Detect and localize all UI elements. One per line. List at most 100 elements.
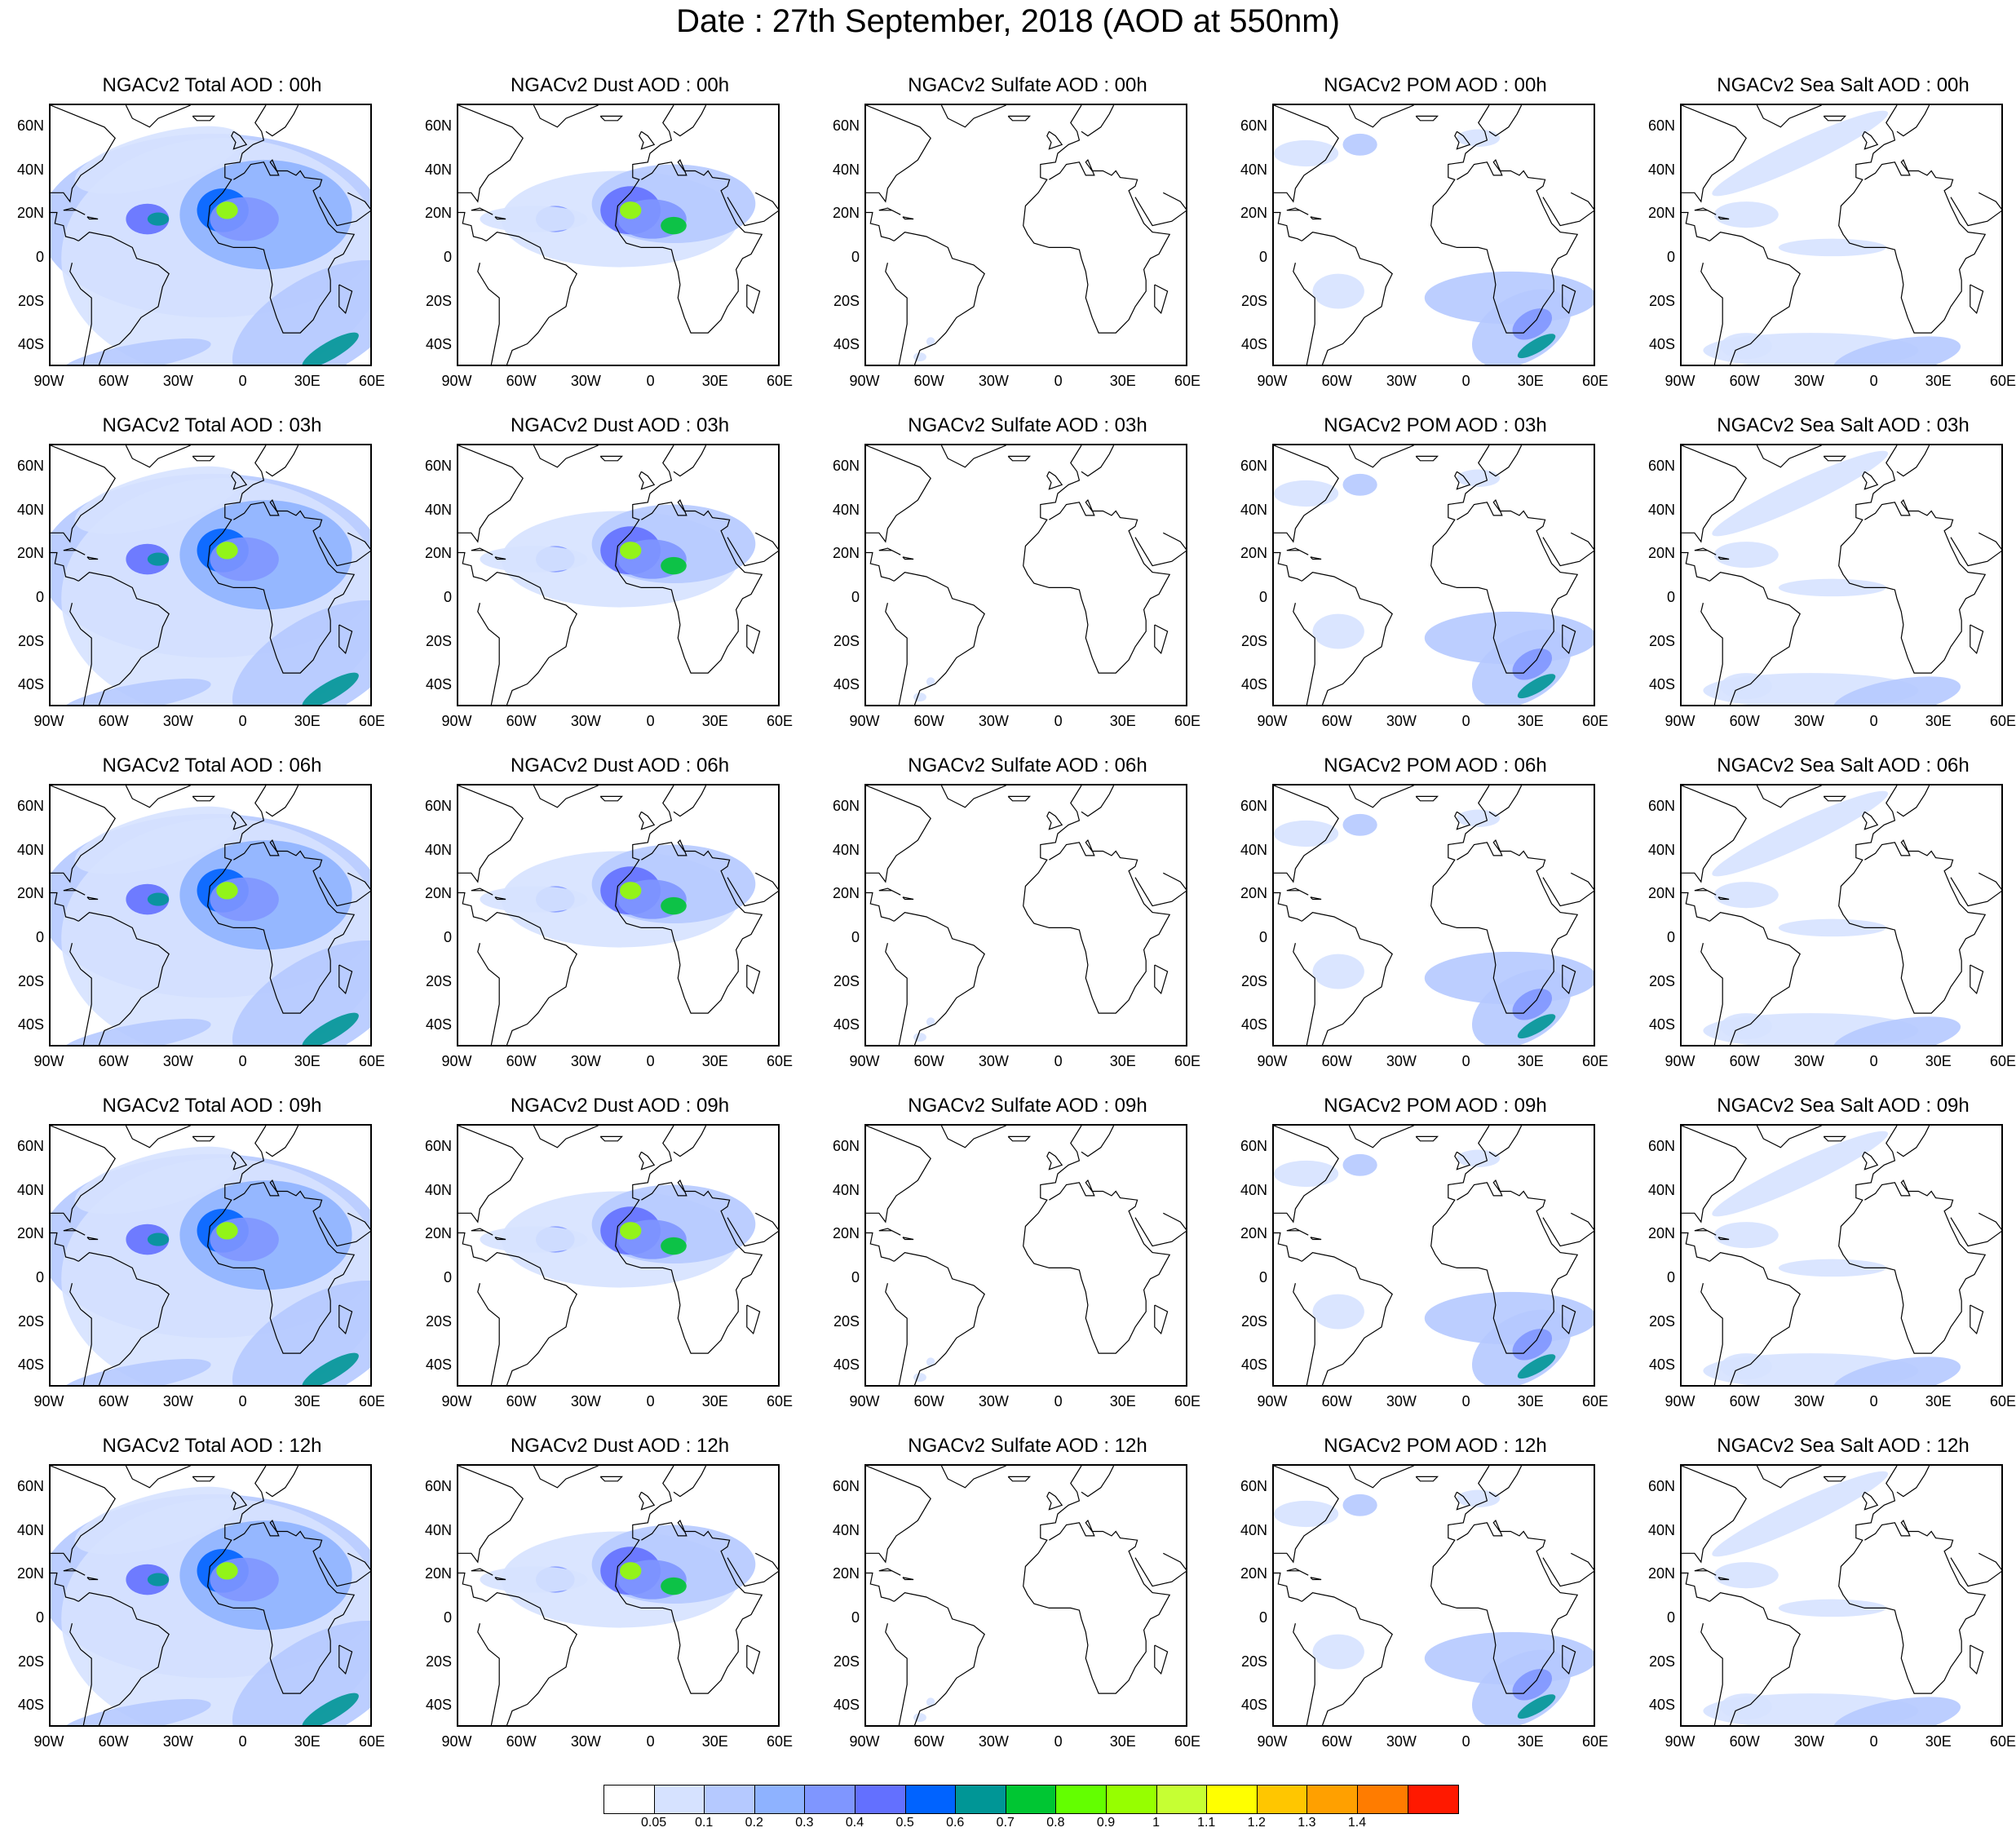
coastline (866, 551, 895, 582)
lon-tick-label: 30E (1517, 713, 1544, 729)
aod-plume (232, 940, 370, 1045)
map-area (49, 104, 372, 366)
coastline (494, 556, 506, 560)
aod-plume (74, 126, 242, 194)
coastline (231, 471, 248, 490)
figure-title: Date : 27th September, 2018 (AOD at 550n… (676, 3, 1340, 39)
lon-tick-label: 90W (33, 1393, 64, 1409)
lon-tick-label: 90W (441, 1393, 472, 1409)
coastline (51, 1126, 116, 1224)
lon-tick-label: 90W (441, 1053, 472, 1069)
lon-tick-label: 30W (1386, 1053, 1417, 1069)
coastline (1709, 1251, 1801, 1385)
map-area (1680, 104, 2003, 366)
coastline (1007, 115, 1032, 122)
coastline (893, 571, 985, 705)
coastline (69, 1283, 92, 1385)
lat-tick-label: 40S (425, 1016, 452, 1033)
aod-map (1682, 105, 2001, 365)
coastline (1542, 1552, 1594, 1587)
coastline (1682, 785, 1747, 883)
lon-tick-label: 30W (1386, 1733, 1417, 1750)
coastline (885, 1283, 908, 1385)
coastline (1700, 603, 1723, 705)
aod-map (1682, 445, 2001, 705)
aod-plume (480, 546, 588, 573)
coastline (1682, 1466, 1747, 1564)
coastline (1970, 284, 1984, 315)
coastline (1562, 964, 1576, 995)
lat-tick-label: 20N (16, 205, 44, 222)
lon-tick-label: 30E (1517, 373, 1544, 389)
lon-tick-label: 0 (238, 373, 247, 389)
coastline (1700, 943, 1723, 1045)
coastline (471, 547, 493, 555)
lat-tick-label: 20N (424, 205, 452, 222)
lat-tick-label: 60N (1647, 1137, 1675, 1154)
aod-plume (232, 600, 370, 705)
lon-tick-label: 90W (849, 1053, 880, 1069)
coastline (207, 1466, 356, 1694)
coastline (1301, 571, 1393, 705)
lon-tick-label: 60E (358, 1733, 386, 1750)
lon-tick-label: 30W (1793, 373, 1824, 389)
coastline (866, 211, 895, 241)
lon-tick-label: 60W (1321, 1053, 1352, 1069)
coastline (1823, 115, 1847, 122)
coastline (1274, 445, 1339, 543)
lat-tick-label: 20S (833, 972, 860, 989)
coastline (1154, 964, 1169, 995)
lat-tick-label: 40N (1647, 1181, 1675, 1198)
lon-tick-label: 60W (98, 373, 129, 389)
coastline (1694, 887, 1717, 896)
lon-tick-label: 60E (1989, 713, 2016, 729)
lat-tick-label: 20N (1240, 205, 1267, 222)
map-area (1272, 104, 1595, 366)
coastline (1838, 445, 1987, 674)
lat-tick-label: 60N (424, 117, 452, 134)
lon-tick-label: 30E (1517, 1733, 1544, 1750)
lat-tick-label: 60N (16, 457, 44, 474)
lat-tick-label: 40S (833, 336, 860, 353)
coastline (1488, 105, 1523, 137)
aod-plume (302, 1352, 359, 1385)
lon-tick-label: 60W (506, 713, 537, 729)
coastline (1950, 192, 2001, 227)
lon-tick-label: 90W (1257, 713, 1288, 729)
coastline (1682, 105, 1747, 203)
lat-tick-label: 20N (1647, 545, 1675, 562)
aod-plume (620, 882, 642, 900)
coastline (1756, 1466, 1822, 1489)
coastline (673, 785, 707, 817)
panel-title: NGACv2 Sea Salt AOD : 00h (1717, 74, 1970, 96)
aod-plume (1833, 1356, 1961, 1385)
coastline (1348, 445, 1414, 468)
lat-tick-label: 40N (832, 501, 860, 518)
coastline (1274, 1572, 1302, 1602)
aod-plume (1274, 1160, 1339, 1188)
coastline (1046, 1151, 1063, 1170)
coastline (1682, 211, 1710, 241)
panel-title: NGACv2 Sea Salt AOD : 03h (1717, 414, 1970, 436)
lon-tick-label: 90W (33, 713, 64, 729)
coastline (1081, 1466, 1115, 1498)
coastline (231, 811, 248, 830)
coastline (1154, 624, 1169, 655)
coastline (1274, 892, 1302, 922)
coastline (1562, 624, 1576, 655)
coastline (599, 115, 624, 122)
lon-tick-label: 0 (1461, 1393, 1470, 1409)
map-panel-sulfate-03h: NGACv2 Sulfate AOD : 03h 60N 40N 20N 0 20S 40S… (816, 414, 1223, 748)
aod-plume (620, 201, 642, 219)
lon-tick-label: 60W (506, 1053, 537, 1069)
coastline (86, 556, 99, 560)
lon-tick-label: 0 (238, 1393, 247, 1409)
lat-tick-label: 60N (1647, 457, 1675, 474)
coastline (885, 943, 908, 1045)
lat-tick-label: 0 (851, 928, 860, 945)
lon-tick-label: 90W (849, 373, 880, 389)
lat-tick-label: 20N (1240, 1225, 1267, 1242)
coastline (51, 211, 79, 241)
aod-plume (1312, 1634, 1364, 1670)
coastline (533, 1126, 599, 1148)
